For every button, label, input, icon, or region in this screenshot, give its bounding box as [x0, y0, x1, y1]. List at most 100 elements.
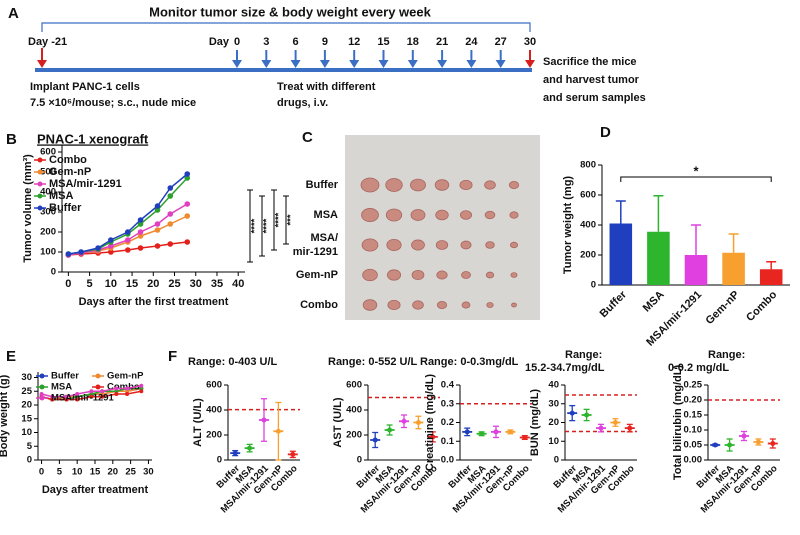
chart-title: Range:	[708, 349, 745, 361]
day-number: 15	[377, 36, 389, 48]
tumor	[436, 300, 448, 310]
tumor	[509, 211, 519, 219]
y-tick-label: 0.15	[684, 410, 703, 421]
y-tick-label: 0.3	[441, 398, 454, 409]
y-tick-label: 100	[40, 247, 56, 258]
x-tick-label: 0	[65, 278, 71, 290]
tumor	[362, 268, 378, 282]
chart-title: Range:	[565, 349, 602, 361]
legend-marker	[37, 157, 43, 163]
y-tick-label: 0	[591, 280, 596, 291]
tumor	[361, 208, 379, 222]
day-number: 6	[293, 36, 299, 48]
point	[89, 394, 94, 399]
y-tick-label: 600	[580, 190, 596, 201]
y-tick-label: 20	[21, 400, 32, 411]
tumor	[460, 210, 472, 220]
x-tick-label: Combo	[744, 288, 779, 323]
day-number: 12	[348, 36, 360, 48]
x-tick-label: 0	[39, 467, 44, 478]
sig-bracket	[247, 189, 253, 263]
y-tick-label: 300	[40, 207, 56, 218]
point	[75, 397, 80, 402]
point	[125, 229, 131, 235]
legend-marker	[95, 384, 101, 390]
bar	[722, 252, 745, 285]
x-tick-label: 15	[126, 278, 138, 290]
mean-point	[770, 441, 776, 446]
y-tick-label: 200	[206, 430, 222, 441]
x-tick-label: Gem-nP	[703, 289, 741, 327]
photo-row-label: Buffer	[306, 179, 339, 191]
mean-point	[612, 420, 618, 425]
point	[89, 389, 94, 394]
point	[167, 193, 174, 199]
y-tick-label: 0.4	[441, 380, 455, 391]
day-number: 21	[436, 36, 448, 48]
point	[137, 233, 144, 239]
legend-label: MSA/mir-1291	[49, 178, 122, 190]
bar	[759, 269, 783, 285]
panel-letter: B	[6, 131, 17, 148]
point	[139, 386, 144, 391]
chart-title: 15.2-34.7mg/dL	[525, 362, 605, 374]
photo-background	[345, 135, 540, 320]
tumor	[484, 180, 496, 190]
y-axis-label: Body weight (g)	[0, 374, 10, 457]
bracket	[41, 22, 531, 32]
y-tick-label: 400	[580, 220, 596, 231]
x-tick-label: 10	[105, 278, 117, 290]
point	[125, 247, 131, 253]
day-arrow-head	[407, 60, 418, 68]
point	[167, 221, 174, 227]
photo-row-label: Gem-nP	[296, 269, 338, 281]
tumor	[385, 208, 403, 222]
chart-title: PNAC-1 xenograft	[37, 131, 149, 146]
point	[167, 211, 174, 217]
point	[75, 392, 80, 396]
tumor	[412, 300, 424, 310]
x-tick-label: 15	[90, 467, 101, 478]
bar	[647, 231, 670, 285]
sig-label: ***	[286, 214, 297, 225]
point	[137, 245, 144, 251]
legend-marker	[37, 181, 43, 187]
y-axis-label: Creatinine (mg/dL)	[424, 374, 436, 472]
point	[65, 251, 72, 257]
tumor	[362, 299, 378, 311]
y-tick-label: 0	[51, 267, 56, 278]
day-number: 30	[524, 36, 536, 48]
day-number: 18	[407, 36, 419, 48]
timeline-title: Monitor tumor size & body weight every w…	[149, 4, 431, 19]
x-tick-label: 20	[147, 278, 159, 290]
day-arrow-head	[261, 60, 272, 68]
day-arrow-head	[525, 60, 535, 68]
mean-point	[755, 439, 761, 445]
mean-point	[387, 427, 393, 433]
bar	[684, 255, 708, 285]
y-tick-label: 0	[357, 455, 362, 466]
x-tick-label: 30	[143, 467, 154, 478]
point	[89, 392, 94, 396]
photo-row-label: MSA/	[311, 232, 339, 244]
panel-letter: E	[6, 348, 16, 365]
x-tick-label: 30	[190, 278, 202, 290]
y-tick-label: 500	[40, 167, 56, 178]
y-tick-label: 600	[346, 380, 362, 391]
y-tick-label: 400	[346, 405, 362, 416]
legend-marker	[37, 169, 43, 175]
point	[64, 394, 69, 399]
chart-title: Range: 0-403 U/L	[188, 356, 278, 368]
y-tick-label: 200	[40, 227, 56, 238]
tumor	[508, 180, 520, 190]
point	[50, 397, 55, 402]
implant-text: Implant PANC-1 cells	[30, 81, 140, 93]
x-axis-label: Days after treatment	[42, 484, 149, 496]
legend-label: MSA/mir-1291	[51, 393, 115, 404]
mean-point	[401, 418, 407, 424]
x-tick-label: 25	[168, 278, 180, 290]
point	[108, 249, 114, 255]
mean-point	[261, 417, 267, 423]
